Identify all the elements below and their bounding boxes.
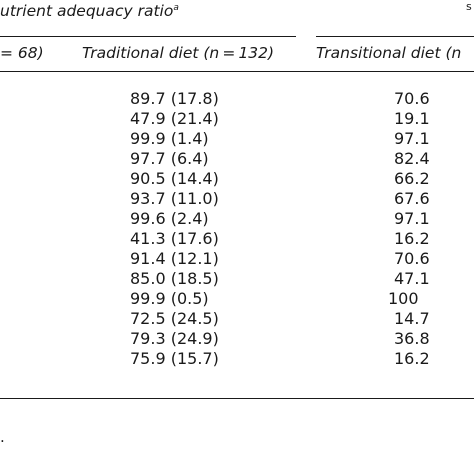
group-title: utrient adequacy ratioa <box>0 2 179 20</box>
cell-transitional: 100 <box>388 289 419 308</box>
cell-traditional: 47.9 (21.4) <box>130 109 219 128</box>
table-row: 85.0 (18.5) 47.1 <box>0 269 474 289</box>
table-row: 99.9 (1.4) 97.1 <box>0 129 474 149</box>
cell-traditional: 75.9 (15.7) <box>130 349 219 368</box>
table-row: 97.7 (6.4) 82.4 <box>0 149 474 169</box>
cell-transitional: 36.8 <box>394 329 430 348</box>
cell-transitional: 47.1 <box>394 269 430 288</box>
cell-traditional: 99.9 (1.4) <box>130 129 209 148</box>
table-row: 91.4 (12.1) 70.6 <box>0 249 474 269</box>
footnote-fragment: . <box>0 428 5 446</box>
cell-transitional: 70.6 <box>394 89 430 108</box>
corner-fragment: s <box>466 0 472 13</box>
cell-traditional: 85.0 (18.5) <box>130 269 219 288</box>
cell-transitional: 19.1 <box>394 109 430 128</box>
table-row: 99.6 (2.4) 97.1 <box>0 209 474 229</box>
table-row: 75.9 (15.7) 16.2 <box>0 349 474 369</box>
cell-transitional: 70.6 <box>394 249 430 268</box>
group-title-text: utrient adequacy ratio <box>0 2 174 20</box>
table-row: 89.7 (17.8) 70.6 <box>0 89 474 109</box>
cell-traditional: 41.3 (17.6) <box>130 229 219 248</box>
group-rule-right <box>316 36 474 37</box>
cell-transitional: 82.4 <box>394 149 430 168</box>
cell-transitional: 66.2 <box>394 169 430 188</box>
group-rule-left <box>0 36 296 37</box>
cell-traditional: 91.4 (12.1) <box>130 249 219 268</box>
cell-traditional: 97.7 (6.4) <box>130 149 209 168</box>
table-row: 99.9 (0.5) 100 <box>0 289 474 309</box>
cell-traditional: 99.6 (2.4) <box>130 209 209 228</box>
bottom-rule <box>0 398 474 399</box>
column-header-left-fragment: = 68) <box>0 44 44 62</box>
cell-transitional: 67.6 <box>394 189 430 208</box>
header-rule <box>0 71 474 72</box>
table-row: 79.3 (24.9) 36.8 <box>0 329 474 349</box>
cell-transitional: 16.2 <box>394 349 430 368</box>
column-header-transitional: Transitional diet (n <box>316 44 462 62</box>
cell-transitional: 16.2 <box>394 229 430 248</box>
cell-traditional: 79.3 (24.9) <box>130 329 219 348</box>
cell-transitional: 14.7 <box>394 309 430 328</box>
cell-traditional: 72.5 (24.5) <box>130 309 219 328</box>
footnote-marker-a: a <box>173 2 179 13</box>
table-row: 41.3 (17.6) 16.2 <box>0 229 474 249</box>
table-row: 47.9 (21.4) 19.1 <box>0 109 474 129</box>
cell-traditional: 89.7 (17.8) <box>130 89 219 108</box>
cell-transitional: 97.1 <box>394 209 430 228</box>
cell-traditional: 93.7 (11.0) <box>130 189 219 208</box>
table-row: 72.5 (24.5) 14.7 <box>0 309 474 329</box>
table-row: 93.7 (11.0) 67.6 <box>0 189 474 209</box>
cell-traditional: 99.9 (0.5) <box>130 289 209 308</box>
table-row: 90.5 (14.4) 66.2 <box>0 169 474 189</box>
column-header-traditional: Traditional diet (n = 132) <box>82 44 275 62</box>
cell-transitional: 97.1 <box>394 129 430 148</box>
cell-traditional: 90.5 (14.4) <box>130 169 219 188</box>
